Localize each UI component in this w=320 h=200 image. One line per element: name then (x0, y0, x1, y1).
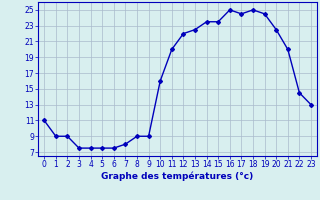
X-axis label: Graphe des températures (°c): Graphe des températures (°c) (101, 172, 254, 181)
